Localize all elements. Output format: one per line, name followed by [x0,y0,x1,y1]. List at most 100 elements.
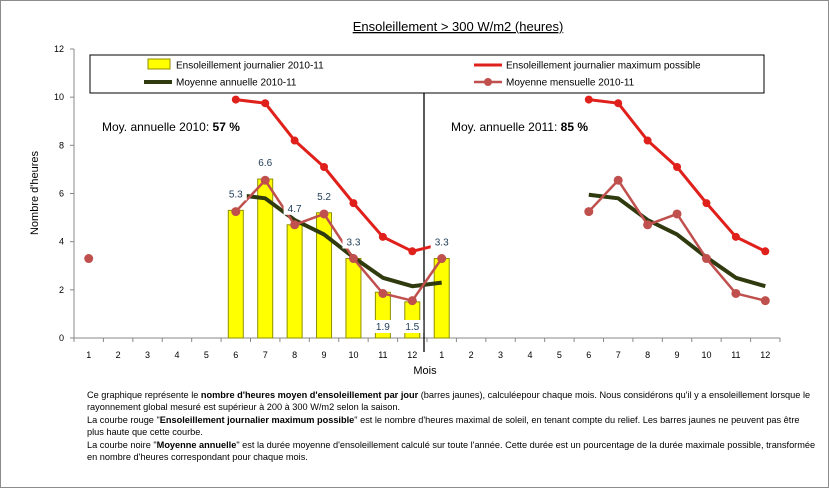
series-line [588,98,766,253]
annotation-label: Moy. annuelle 2011: [451,120,561,134]
series-point [319,209,329,219]
series-point [378,232,387,241]
x-tick-label: 11 [731,350,740,360]
x-tick-label: 7 [263,350,268,360]
data-label-bg [224,187,247,201]
legend-label: Moyenne annuelle 2010-11 [176,78,297,89]
series-line [235,192,442,289]
series-point [407,296,417,306]
note-paragraph: Ce graphique représente le nombre d'heur… [87,390,811,413]
series-point [348,254,358,264]
series-point [614,99,623,108]
note-emphasis: Moyenne annuelle [156,439,237,450]
series-point [231,207,241,217]
series-point [731,232,740,241]
data-label: 6.6 [258,158,272,169]
series-point [672,209,682,219]
y-tick-label: 6 [59,189,64,199]
x-tick-label: 10 [348,350,358,360]
annotation-value: 85 % [561,120,589,134]
annotation-value: 57 % [213,120,241,134]
series-line [235,98,443,253]
data-label-bg [430,235,453,249]
data-label-bg [313,189,336,203]
bar [433,258,450,339]
x-tick-label: 8 [645,350,650,360]
series-point [613,175,623,185]
x-tick-label: 7 [616,350,621,360]
annotation-label: Moy. annuelle 2010: [102,120,213,134]
x-tick-label: 9 [322,350,327,360]
y-tick-label: 0 [59,333,64,343]
x-tick-label: 3 [145,350,150,360]
annual-average-annotation: Moy. annuelle 2011: 85 % [451,120,588,134]
y-tick-label: 4 [59,237,64,247]
note-paragraph: La courbe rouge "Ensoleillement journali… [87,414,800,438]
x-tick-label: 10 [701,350,711,360]
x-axis-label: Mois [413,365,437,377]
bar [227,209,244,339]
series-point [584,207,594,217]
series-point [290,220,300,230]
legend-label: Ensoleillement journalier maximum possib… [506,61,701,72]
x-tick-label: 6 [233,350,238,360]
series-point [761,247,770,256]
data-label: 3.3 [347,238,361,249]
x-tick-label: 12 [407,350,417,360]
data-label: 1.9 [376,322,390,333]
data-label-bg [342,235,365,249]
series-point [349,199,358,208]
series-point [320,163,329,172]
x-tick-label: 5 [557,350,562,360]
legend-box [89,54,765,94]
x-tick-label: 4 [174,350,179,360]
chart-title: Ensoleillement > 300 W/m2 (heures) [353,19,564,34]
note-emphasis: Ensoleillement journalier maximum possib… [159,414,355,425]
x-tick-label: 12 [760,350,770,360]
x-tick-label: 4 [527,350,532,360]
data-label: 5.2 [317,192,331,203]
series-point [702,199,711,208]
note-emphasis: nombre d'heures moyen d'ensoleillement p… [200,390,419,400]
x-tick-label: 11 [378,350,387,360]
x-tick-label: 1 [86,350,91,360]
chart-note: Ce graphique représente le nombre d'heur… [87,389,817,463]
data-label: 3.3 [435,238,449,249]
series-point [437,254,447,264]
x-tick-label: 6 [586,350,591,360]
legend-label: Ensoleillement journalier 2010-11 [176,61,324,72]
x-tick-label: 1 [439,350,444,360]
series-point [378,288,388,298]
x-tick-label: 2 [116,350,121,360]
data-label: 5.3 [229,189,243,200]
y-tick-label: 8 [59,140,64,150]
y-tick-label: 10 [54,92,64,102]
series-point [731,288,741,298]
legend-swatch-marker [484,78,492,86]
data-label: 4.7 [288,204,302,215]
series-point [84,254,94,264]
y-tick-label: 12 [54,44,64,54]
series-point [261,99,270,108]
series-line [588,192,766,289]
x-tick-label: 8 [292,350,297,360]
bar [345,258,362,339]
series-point [260,175,270,185]
data-label-bg [283,201,306,215]
y-tick-label: 2 [59,285,64,295]
data-label-bg [401,320,424,333]
legend-label: Moyenne mensuelle 2010-11 [506,78,635,89]
series-line [234,179,443,302]
series-point [643,136,652,145]
note-paragraph: La courbe noire "Moyenne annuelle" est l… [87,439,816,463]
data-label-bg [254,156,277,170]
legend-swatch [147,58,171,70]
x-tick-label: 3 [498,350,503,360]
annual-average-annotation: Moy. annuelle 2010: 57 % [102,120,240,134]
series-point [673,163,682,172]
series-point [760,296,770,306]
data-label: 1.5 [405,322,419,333]
series-point [408,247,417,256]
